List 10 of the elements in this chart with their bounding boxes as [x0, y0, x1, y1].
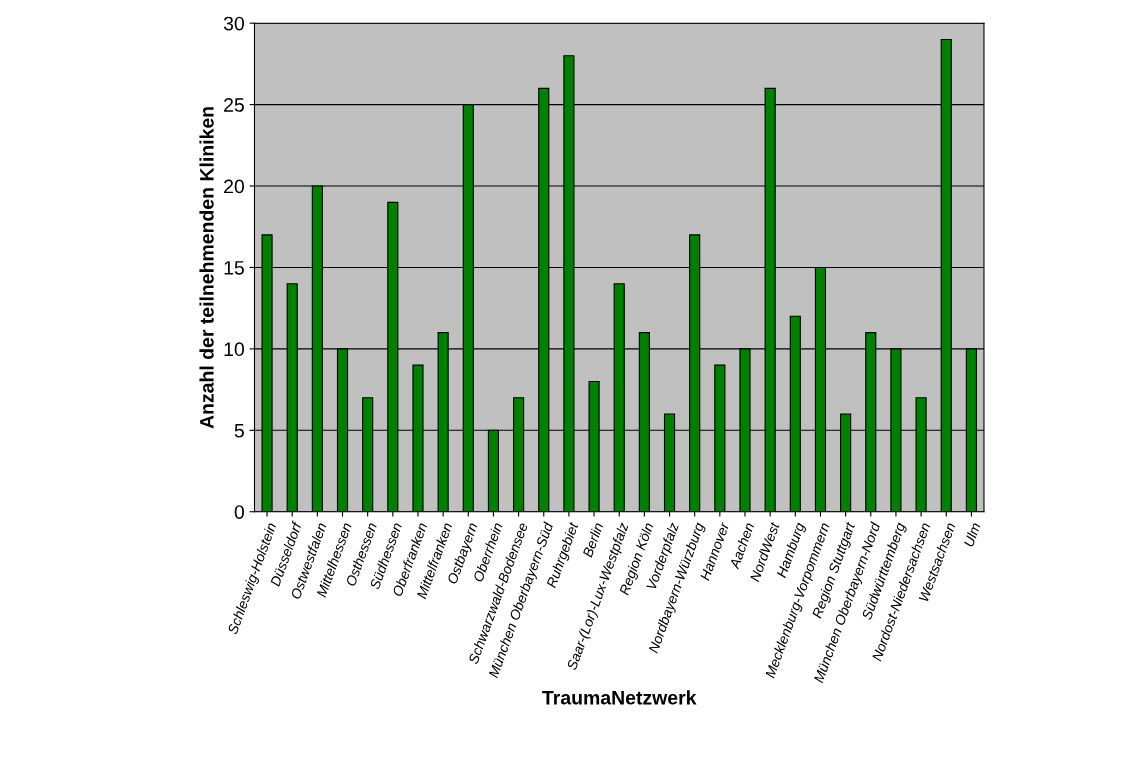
x-tick-label: Ulm: [963, 522, 981, 548]
x-axis-title: TraumaNetzwerk: [542, 690, 697, 705]
y-tick-label: 15: [224, 261, 244, 275]
y-tick-label: 30: [223, 16, 244, 31]
y-tick-label: 10: [224, 342, 244, 357]
y-tick-label: 5: [234, 423, 244, 438]
y-tick-label: 25: [224, 98, 244, 112]
y-tick-label: 20: [224, 179, 244, 194]
y-axis-title: Anzahl der teilnehmenden Kliniken: [199, 107, 214, 429]
y-tick-label: 0: [234, 505, 244, 519]
